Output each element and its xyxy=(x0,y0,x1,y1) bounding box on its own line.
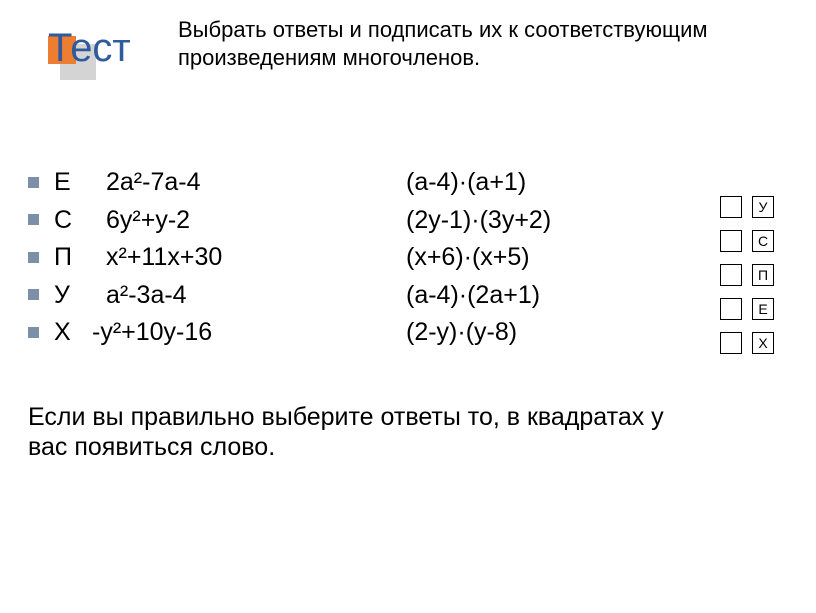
bullet-icon xyxy=(28,214,39,225)
list-item: П х²+11х+30 (х+6)·(х+5) xyxy=(28,241,816,274)
content-list: Е 2а²-7а-4 (а-4)·(а+1) С 6у²+у-2 (2у-1)·… xyxy=(0,78,816,349)
bullet-icon xyxy=(28,252,39,263)
row-expression-right: (2у-1)·(3у+2) xyxy=(406,204,551,237)
box-row: У xyxy=(720,196,774,218)
list-item: С 6у²+у-2 (2у-1)·(3у+2) xyxy=(28,204,816,237)
box-row: С xyxy=(720,230,774,252)
list-item: Х -у²+10у-16 (2-у)·(у-8) xyxy=(28,316,816,349)
row-expression-left: 2а²-7а-4 xyxy=(106,166,406,199)
row-expression-right: (2-у)·(у-8) xyxy=(406,316,517,349)
empty-answer-box[interactable] xyxy=(720,196,742,218)
row-expression-left: 6у²+у-2 xyxy=(106,204,406,237)
row-expression-right: (х+6)·(х+5) xyxy=(406,241,530,274)
letter-box: С xyxy=(752,230,774,252)
list-item: У а²-3а-4 (а-4)·(2а+1) xyxy=(28,279,816,312)
row-letter: С xyxy=(54,204,106,237)
bullet-icon xyxy=(28,327,39,338)
row-expression-right: (а-4)·(2а+1) xyxy=(406,279,540,312)
row-letter: Е xyxy=(54,166,106,199)
letter-box: У xyxy=(752,196,774,218)
row-expression-left: х²+11х+30 xyxy=(106,241,406,274)
header: Тест Выбрать ответы и подписать их к соо… xyxy=(0,0,816,78)
page-title: Тест xyxy=(48,26,131,71)
box-row: Е xyxy=(720,298,774,320)
bullet-icon xyxy=(28,289,39,300)
box-row: Х xyxy=(720,332,774,354)
list-item: Е 2а²-7а-4 (а-4)·(а+1) xyxy=(28,166,816,199)
empty-answer-box[interactable] xyxy=(720,298,742,320)
footer-text: Если вы правильно выберите ответы то, в … xyxy=(0,354,700,462)
row-letter: У xyxy=(54,279,106,312)
row-expression-right: (а-4)·(а+1) xyxy=(406,166,526,199)
bullet-icon xyxy=(28,177,39,188)
letter-box: Е xyxy=(752,298,774,320)
empty-answer-box[interactable] xyxy=(720,332,742,354)
row-expression-left: а²-3а-4 xyxy=(106,279,406,312)
letter-box: П xyxy=(752,264,774,286)
empty-answer-box[interactable] xyxy=(720,230,742,252)
subtitle: Выбрать ответы и подписать их к соответс… xyxy=(178,16,816,71)
letter-box: Х xyxy=(752,332,774,354)
row-letter: Х xyxy=(54,316,92,349)
empty-answer-box[interactable] xyxy=(720,264,742,286)
answer-boxes: У С П Е Х xyxy=(720,196,774,354)
box-row: П xyxy=(720,264,774,286)
row-letter: П xyxy=(54,241,106,274)
title-block: Тест xyxy=(48,18,158,78)
row-expression-left: -у²+10у-16 xyxy=(92,316,406,349)
